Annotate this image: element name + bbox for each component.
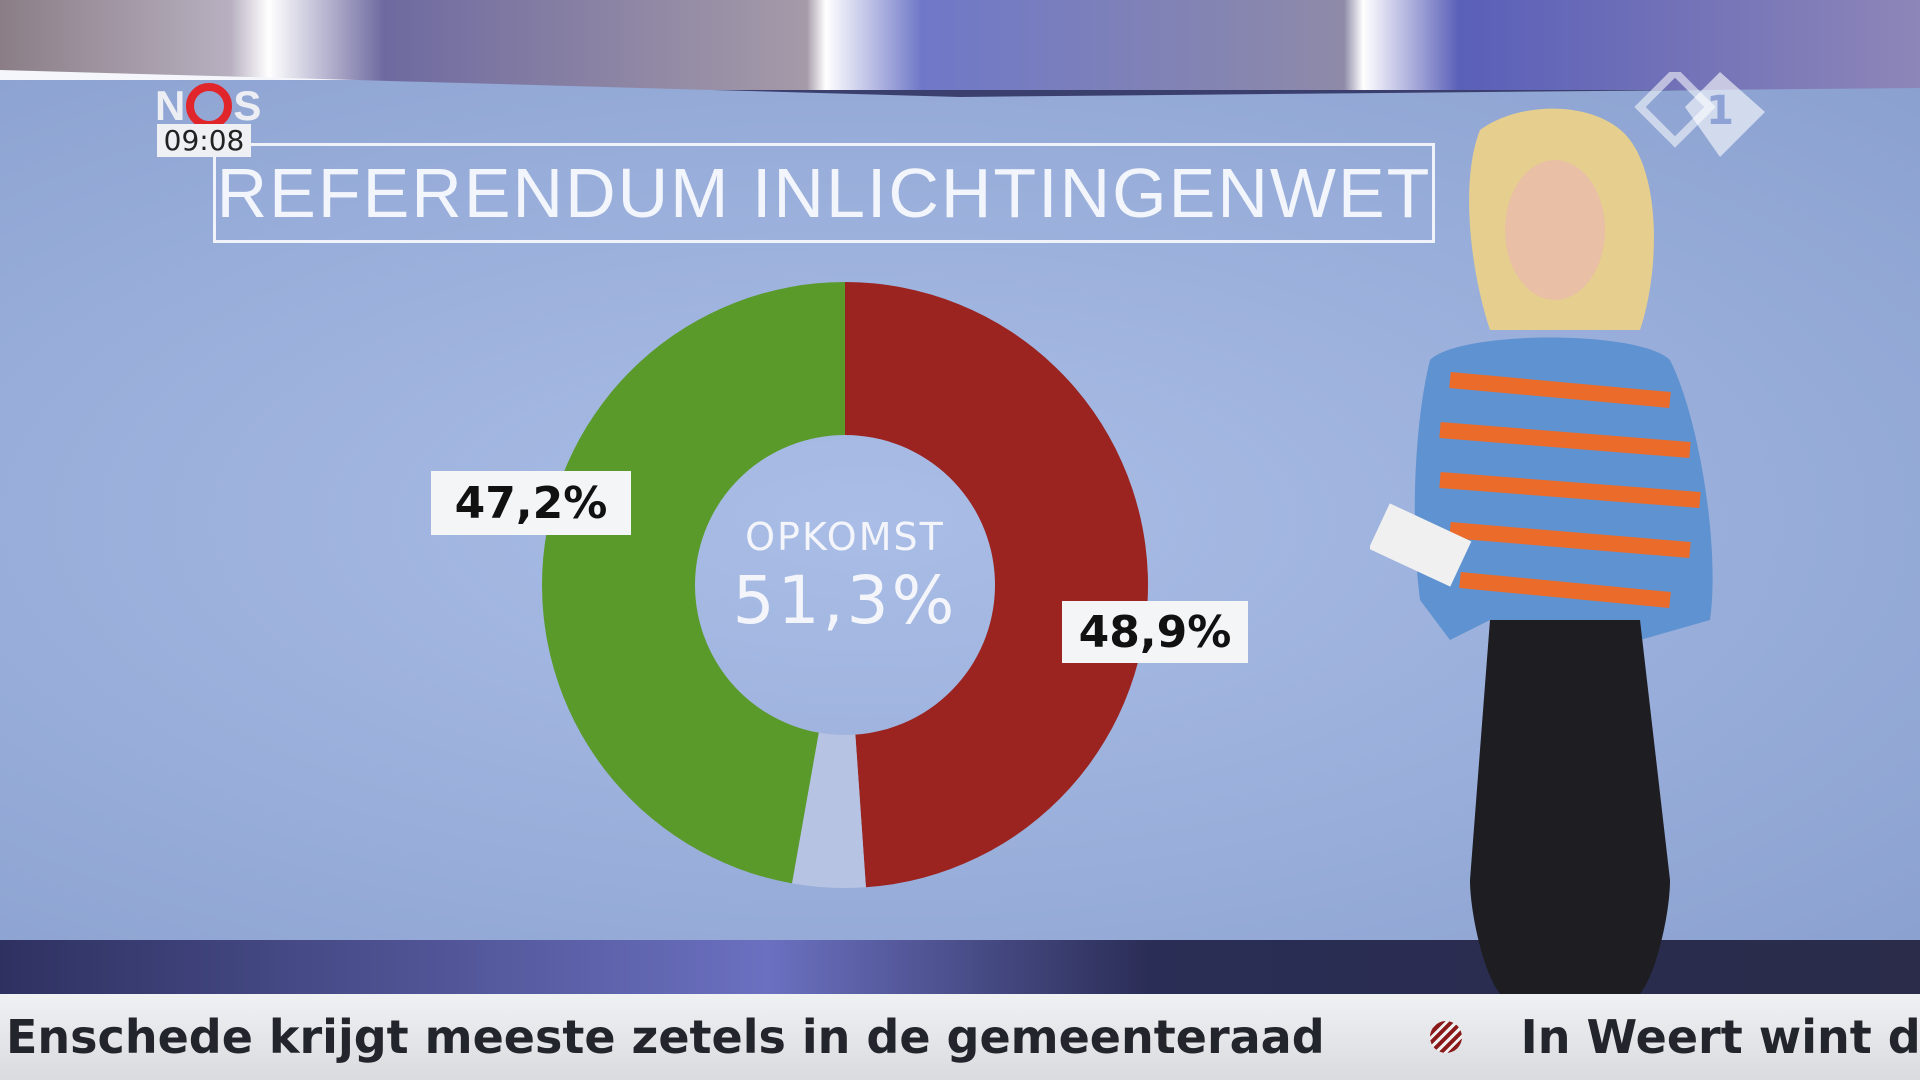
data-label-red: 48,9% (1062, 601, 1248, 663)
turnout-caption: OPKOMST (745, 515, 945, 559)
data-label-green: 47,2% (431, 471, 631, 535)
graphic-title: REFERENDUM INLICHTINGENWET (216, 154, 1432, 232)
clock: 09:08 (157, 124, 251, 157)
graphic-title-box: REFERENDUM INLICHTINGENWET (213, 143, 1435, 243)
ticker-item: In Weert wint de loka (1520, 1010, 1920, 1064)
studio-background-top (0, 0, 1920, 90)
nos-logo-o-icon (186, 83, 233, 129)
donut-slice-red (845, 282, 1148, 888)
news-ticker: Enschede krijgt meeste zetels in de geme… (0, 994, 1920, 1080)
presenter (1370, 108, 1713, 1000)
ticker-item: Enschede krijgt meeste zetels in de geme… (6, 1010, 1325, 1064)
svg-text:1: 1 (1706, 88, 1734, 134)
turnout-value: 51,3% (732, 562, 958, 639)
npo1-logo-icon: 1 (1634, 72, 1765, 157)
donut-slice-green (542, 282, 845, 884)
donut-slice-gap (791, 732, 866, 888)
